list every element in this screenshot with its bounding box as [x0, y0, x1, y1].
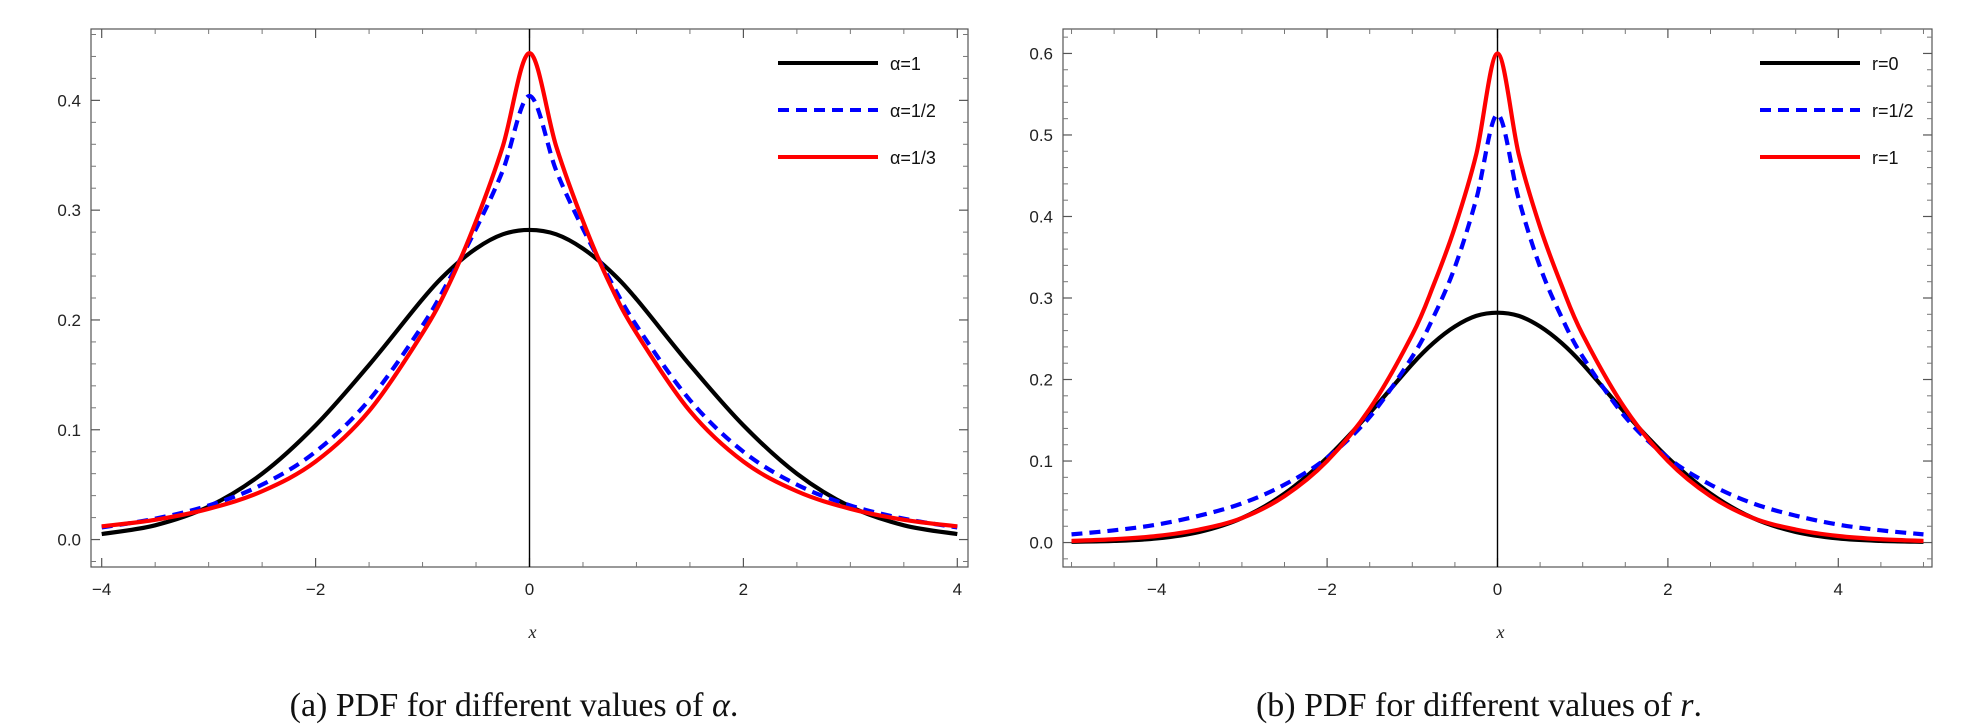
x-tick-label-b: 2 [1663, 580, 1672, 599]
legend-label-a-1: α=1/2 [890, 101, 936, 121]
chart-panel-b: −4 −2 0 2 4 0.0 0.1 0.2 0.3 0.4 0.5 0.6 x r=0 r=1/2 r=1 [1029, 28, 1933, 642]
y-tick-label-b: 0.5 [1029, 126, 1053, 145]
legend-label-a-2: α=1/3 [890, 148, 936, 168]
caption-b: (b) PDF for different values of r. [1256, 687, 1702, 724]
caption-b-prefix: (b) PDF for different values of [1256, 687, 1680, 724]
y-tick-label-b: 0.2 [1029, 371, 1053, 390]
y-tick-label-a: 0.2 [57, 311, 81, 330]
x-tick-label-b: −2 [1317, 580, 1336, 599]
x-tick-label-a: −4 [92, 580, 111, 599]
y-tick-label-b: 0.0 [1029, 534, 1053, 553]
x-tick-label-a: 0 [525, 580, 534, 599]
chart-panel-a: −4 −2 0 2 4 0.0 0.1 0.2 0.3 0.4 x α=1 α=1/2 α=1/3 [57, 28, 969, 642]
legend-label-b-2: r=1 [1872, 148, 1899, 168]
y-tick-label-a: 0.0 [57, 531, 81, 550]
series-line-a-0 [101, 227, 958, 537]
series-line-a-1 [101, 93, 958, 530]
caption-a-symbol: α [712, 687, 731, 724]
y-tick-label-a: 0.1 [57, 421, 81, 440]
x-tick-label-b: −4 [1147, 580, 1166, 599]
y-tick-label-a: 0.4 [57, 91, 81, 110]
y-tick-label-b: 0.3 [1029, 289, 1053, 308]
legend-label-a-0: α=1 [890, 54, 921, 74]
legend-label-b-1: r=1/2 [1872, 101, 1914, 121]
y-tick-label-b: 0.6 [1029, 44, 1053, 63]
x-tick-label-a: −2 [306, 580, 325, 599]
y-tick-label-b: 0.4 [1029, 207, 1053, 226]
caption-b-symbol: r [1680, 687, 1694, 724]
x-tick-label-a: 2 [739, 580, 748, 599]
caption-a: (a) PDF for different values of α. [290, 687, 739, 724]
y-tick-label-a: 0.3 [57, 201, 81, 220]
series-line-a-2 [101, 51, 958, 529]
legend-label-b-0: r=0 [1872, 54, 1899, 74]
x-axis-label-b: x [1496, 622, 1505, 642]
series-line-b-2 [1071, 51, 1924, 544]
x-axis-label-a: x [528, 622, 537, 642]
x-tick-label-b: 0 [1493, 580, 1502, 599]
y-tick-label-b: 0.1 [1029, 452, 1053, 471]
caption-b-suffix: . [1694, 687, 1703, 724]
x-tick-label-b: 4 [1834, 580, 1843, 599]
x-tick-label-a: 4 [953, 580, 962, 599]
caption-a-prefix: (a) PDF for different values of [290, 687, 712, 724]
caption-a-suffix: . [730, 687, 739, 724]
